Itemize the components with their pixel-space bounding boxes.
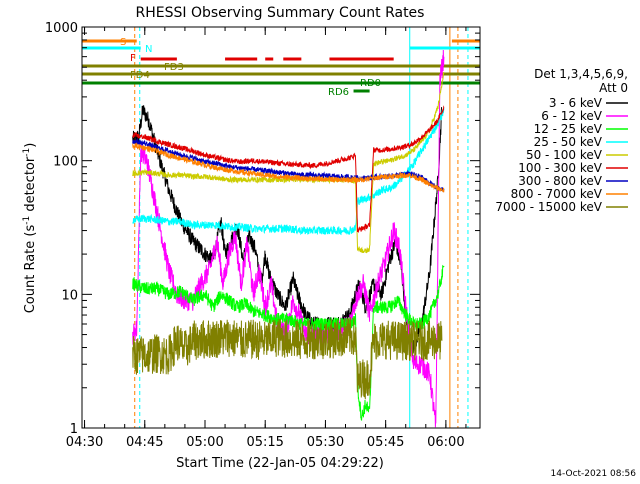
series-line-50-100-kev xyxy=(132,72,445,254)
flag-label-fd3: FD3 xyxy=(164,62,184,73)
series-line-100-300-kev xyxy=(132,105,445,234)
legend-label-7000-15000-kev: 7000 - 15000 keV xyxy=(495,200,602,214)
legend-header-line-1: Det 1,3,4,5,6,9, xyxy=(534,67,628,81)
series-line-800-7000-kev xyxy=(132,142,445,193)
legend-header-line-2: Att 0 xyxy=(599,81,628,95)
y-tick-label-100: 100 xyxy=(53,155,78,170)
x-tick-label-05-00: 05:00 xyxy=(186,435,223,450)
series-line-25-50-kev xyxy=(132,107,445,236)
series-line-7000-15000-kev xyxy=(132,317,443,400)
flag-label-s: S xyxy=(120,37,126,48)
flag-label-fd4: FD4 xyxy=(130,70,150,81)
flag-label-rd0: RD0 xyxy=(360,78,381,89)
plot-frame xyxy=(81,26,481,429)
legend-label-3-6-kev: 3 - 6 keV xyxy=(549,96,603,110)
series-line-12-25-kev xyxy=(132,264,445,421)
series-line-300-800-kev xyxy=(132,137,445,193)
legend-label-300-800-kev: 300 - 800 keV xyxy=(518,174,602,188)
x-tick-label-05-15: 05:15 xyxy=(246,435,283,450)
legend-label-12-25-kev: 12 - 25 keV xyxy=(534,122,603,136)
x-tick-label-06-00: 06:00 xyxy=(427,435,464,450)
legend-label-25-50-kev: 25 - 50 keV xyxy=(534,135,603,149)
y-axis-label: Count Rate (s-1 detector-1) xyxy=(22,143,38,314)
flag-label-n: N xyxy=(145,44,152,55)
flag-label-f: F xyxy=(130,53,136,64)
legend-label-50-100-kev: 50 - 100 keV xyxy=(526,148,603,162)
flag-label-rd6: RD6 xyxy=(328,87,349,98)
legend-label-800-7000-kev: 800 - 7000 keV xyxy=(511,187,603,201)
chart-title: RHESSI Observing Summary Count Rates xyxy=(136,5,425,21)
x-tick-label-04-45: 04:45 xyxy=(126,435,163,450)
legend-label-6-12-kev: 6 - 12 keV xyxy=(541,109,603,123)
y-tick-label-10: 10 xyxy=(61,288,78,303)
x-tick-label-05-30: 05:30 xyxy=(307,435,344,450)
legend-label-100-300-kev: 100 - 300 keV xyxy=(518,161,602,175)
x-tick-label-04-30: 04:30 xyxy=(66,435,103,450)
series-line-3-6-kev xyxy=(132,105,443,355)
footer-date: 14-Oct-2021 08:56 xyxy=(551,469,637,479)
y-tick-label-1000: 1000 xyxy=(45,21,78,36)
y-tick-label-1: 1 xyxy=(70,422,78,437)
x-axis-label: Start Time (22-Jan-05 04:29:22) xyxy=(176,456,384,471)
x-tick-label-05-45: 05:45 xyxy=(367,435,404,450)
